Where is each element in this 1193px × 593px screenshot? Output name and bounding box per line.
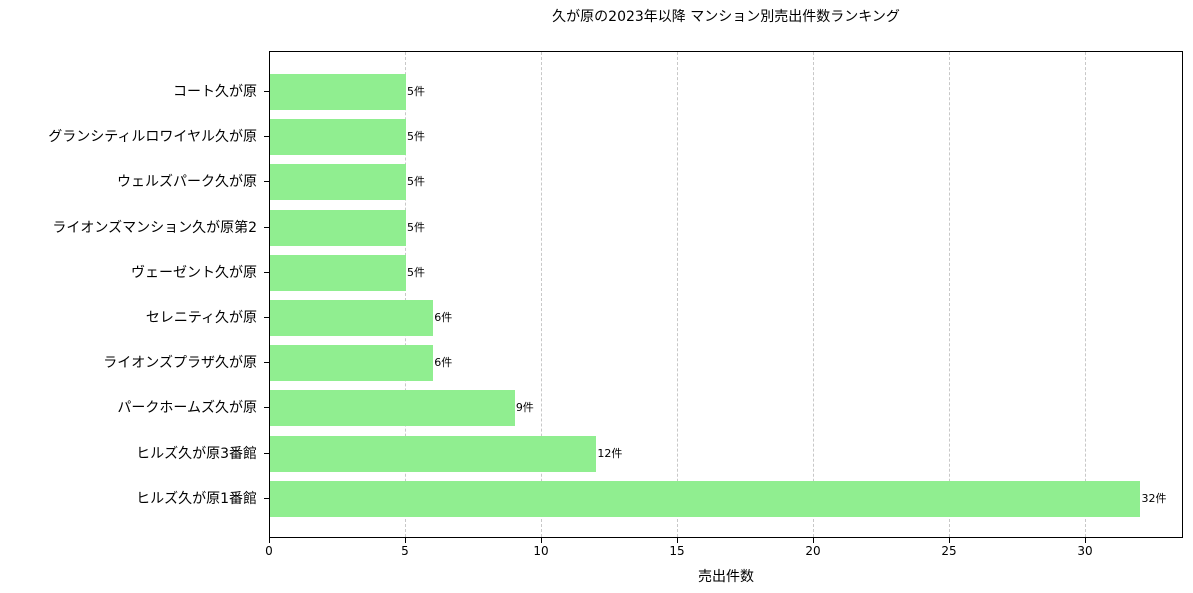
bar-value-label: 5件 xyxy=(407,265,425,279)
bar xyxy=(270,74,406,110)
x-tick xyxy=(541,538,543,543)
bar-value-label: 6件 xyxy=(434,356,453,370)
x-tick-label: 0 xyxy=(265,544,273,558)
gridline xyxy=(405,52,406,537)
y-tick-label: ライオンズプラザ久が原 xyxy=(103,355,257,372)
x-tick xyxy=(813,538,815,543)
x-axis-label: 売出件数 xyxy=(698,569,754,585)
bar-value-label: 6件 xyxy=(434,311,453,324)
gridline xyxy=(677,52,679,537)
x-tick xyxy=(677,538,679,543)
bar-value-label: 5件 xyxy=(407,85,425,98)
y-tick xyxy=(264,362,269,364)
bar xyxy=(270,119,406,156)
bar-value-label: 5件 xyxy=(407,220,425,234)
y-tick-label: ヴェーゼント久が原 xyxy=(131,264,257,281)
y-tick xyxy=(264,181,269,183)
y-tick-label: セレニティ久が原 xyxy=(145,310,257,326)
x-tick xyxy=(949,538,951,543)
y-tick-label: ライオンズマンション久が原第2 xyxy=(52,219,257,236)
x-tick-label: 5 xyxy=(401,544,409,558)
bar xyxy=(270,390,515,427)
y-tick xyxy=(264,226,269,228)
x-tick-label: 10 xyxy=(533,544,549,558)
bar xyxy=(270,164,406,201)
x-tick xyxy=(269,538,270,543)
y-tick xyxy=(264,452,269,454)
y-tick-label: パークホームズ久が原 xyxy=(117,400,257,417)
gridline xyxy=(949,52,951,537)
y-tick xyxy=(264,271,269,273)
bar-value-label: 9件 xyxy=(515,401,534,415)
x-tick-label: 15 xyxy=(669,544,685,558)
bar xyxy=(270,435,597,472)
bar-value-label: 5件 xyxy=(407,130,425,144)
chart-title: 久が原の2023年以降 マンション別売出件数ランキング xyxy=(552,9,900,25)
y-tick xyxy=(264,407,269,409)
gridline xyxy=(541,52,543,537)
x-tick xyxy=(405,538,406,543)
plot-area: 5件 5件 5件 5件 5件 6件 6件 9件 12件 32件 xyxy=(269,51,1183,538)
bar-value-label: 32件 xyxy=(1141,491,1167,505)
y-tick xyxy=(264,91,269,92)
bar xyxy=(270,480,1141,517)
gridline xyxy=(813,52,815,537)
bar-value-label: 12件 xyxy=(597,446,623,460)
bar-value-label: 5件 xyxy=(407,175,425,189)
y-tick-label: グランシティルロワイヤル久が原 xyxy=(48,129,257,146)
y-tick xyxy=(264,136,269,138)
bar xyxy=(270,209,406,246)
y-tick-label: ウェルズパーク久が原 xyxy=(117,174,257,191)
bar xyxy=(270,300,434,336)
x-tick-label: 30 xyxy=(1077,544,1093,558)
y-tick-label: ヒルズ久が原3番館 xyxy=(136,445,257,462)
x-tick xyxy=(1085,538,1087,543)
bar xyxy=(270,254,406,291)
x-tick-label: 20 xyxy=(805,544,821,558)
y-tick xyxy=(264,497,269,499)
x-tick-label: 25 xyxy=(941,544,957,558)
bar xyxy=(270,345,434,382)
y-tick-label: コート久が原 xyxy=(173,84,257,100)
y-tick-label: ヒルズ久が原1番館 xyxy=(136,490,257,507)
gridline xyxy=(1085,52,1087,537)
y-tick xyxy=(264,317,269,318)
